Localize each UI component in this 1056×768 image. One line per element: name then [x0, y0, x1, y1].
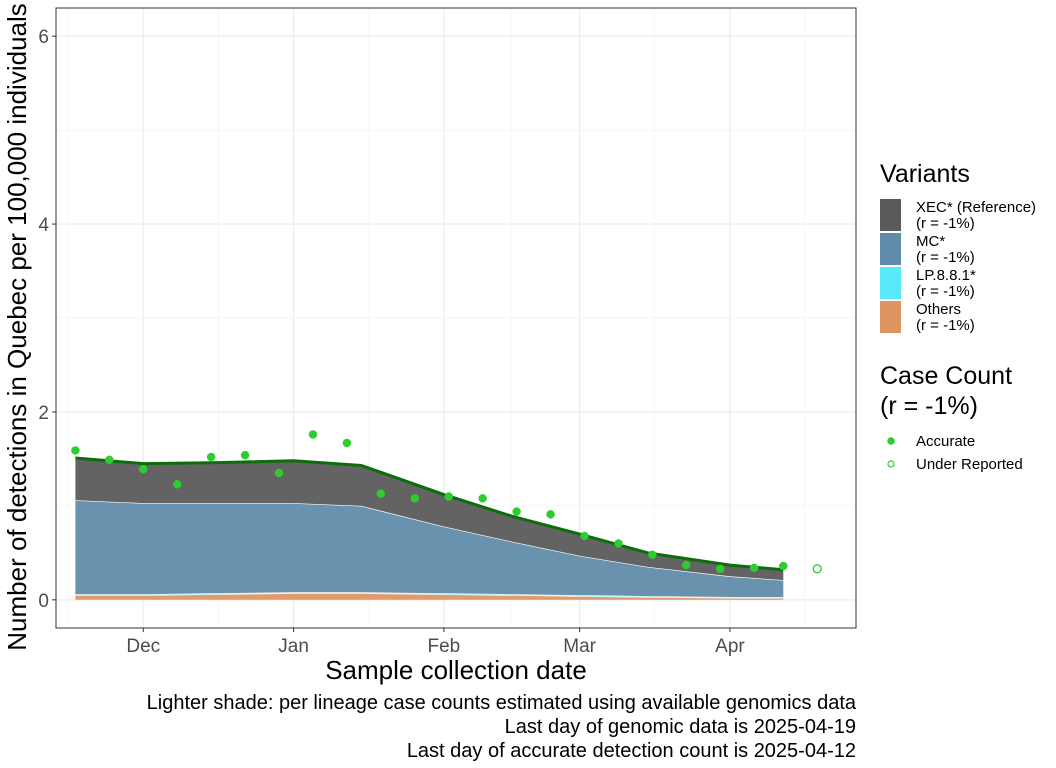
point-under-reported [812, 564, 822, 574]
legend-sublabel: (r = -1%) [916, 317, 975, 334]
area-mc [75, 500, 784, 597]
legend-cases-title-line2: (r = -1%) [880, 392, 978, 420]
legend-cases-title-line1: Case Count [880, 362, 1012, 390]
point-accurate [682, 560, 691, 570]
x-tick-label: Mar [563, 636, 596, 657]
area-xec-reference [75, 458, 784, 581]
legend-label: Under Reported [916, 456, 1023, 473]
detection-points [71, 430, 822, 574]
point-accurate [71, 446, 80, 455]
legend-label: Accurate [916, 433, 975, 450]
point-accurate [478, 494, 487, 503]
x-tick-label: Dec [126, 636, 160, 657]
x-tick-label: Feb [428, 636, 461, 657]
area-lp-8-8-1 [75, 592, 784, 598]
point-accurate [274, 468, 284, 478]
y-axis-ticks: 0 2 4 6 [38, 27, 56, 612]
legend-label: LP.8.8.1* [916, 267, 976, 284]
point-accurate [240, 450, 250, 460]
point-accurate [308, 430, 318, 439]
y-tick-label: 6 [38, 27, 49, 48]
point-accurate [512, 507, 521, 516]
legend-sublabel: (r = -1%) [916, 249, 975, 266]
y-tick-label: 2 [38, 403, 49, 424]
caption-line-1: Lighter shade: per lineage case counts e… [147, 692, 857, 714]
legend-key-lp-8-8-1 [880, 267, 901, 299]
point-accurate [105, 455, 114, 465]
caption-line-3: Last day of accurate detection count is … [407, 740, 856, 762]
point-accurate [580, 531, 589, 541]
point-accurate [172, 480, 182, 489]
y-tick-label: 4 [38, 215, 49, 236]
point-accurate [444, 492, 453, 501]
legend-label: XEC* (Reference) [916, 199, 1036, 216]
total-detections-line [75, 456, 784, 572]
x-tick-label: Apr [715, 636, 745, 657]
legend-key-xec-reference [880, 199, 901, 231]
point-accurate [614, 539, 623, 548]
point-accurate [648, 550, 657, 559]
legend-variants-title: Variants [880, 160, 970, 188]
point-accurate [779, 561, 788, 571]
point-accurate [139, 464, 148, 474]
panel-border [55, 7, 857, 629]
legend-key-others [880, 301, 901, 333]
legend-sublabel: (r = -1%) [916, 215, 975, 232]
legend-sublabel: (r = -1%) [916, 283, 975, 300]
point-accurate [206, 452, 216, 462]
point-accurate [410, 494, 420, 503]
legend-case-count: Case Count (r = -1%) Accurate Under Repor… [880, 362, 1023, 473]
legend-key-accurate [887, 437, 895, 445]
x-axis-title: Sample collection date [325, 655, 587, 685]
legend-label: Others [916, 301, 961, 318]
area-others [75, 593, 784, 600]
total-line [75, 456, 784, 572]
panel-border-rect [55, 7, 857, 629]
point-accurate [342, 438, 352, 448]
x-axis-ticks: Dec Jan Feb Mar Apr [126, 628, 745, 657]
point-accurate [376, 489, 386, 498]
stacked-areas [75, 457, 784, 600]
legend-variants: Variants XEC* (Reference)(r = -1%)MC*(r … [880, 160, 1036, 334]
legend-key-under-reported [887, 460, 895, 468]
legend-key-mc [880, 233, 901, 265]
point-accurate [546, 510, 555, 519]
y-tick-label: 0 [38, 591, 49, 612]
point-accurate [715, 564, 725, 574]
point-accurate [749, 563, 759, 573]
x-tick-label: Jan [278, 636, 309, 657]
legend-label: MC* [916, 233, 945, 250]
y-axis-title: Number of detections in Quebec per 100,0… [2, 3, 32, 651]
caption-line-2: Last day of genomic data is 2025-04-19 [505, 716, 856, 738]
